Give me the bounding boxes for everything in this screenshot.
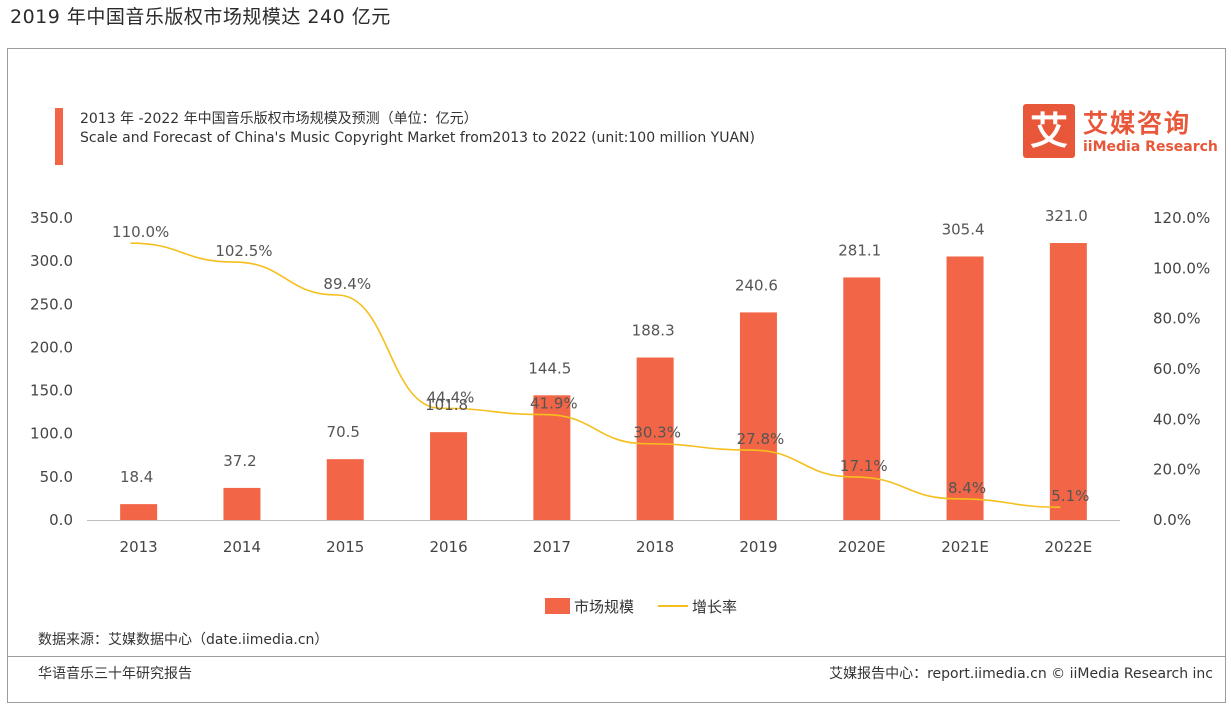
iimedia-logo: 艾 艾媒咨询 iiMedia Research <box>1023 104 1218 162</box>
bar-data-label: 188.3 <box>632 322 675 340</box>
logo-name-en: iiMedia Research <box>1083 139 1218 155</box>
x-tick-label: 2020E <box>838 538 886 556</box>
y-right-tick-label: 80.0% <box>1153 310 1201 328</box>
chart-title-en: Scale and Forecast of China's Music Copy… <box>80 130 755 146</box>
x-tick-label: 2022E <box>1045 538 1093 556</box>
y-left-tick-label: 350.0 <box>30 209 73 227</box>
footer-report-name: 华语音乐三十年研究报告 <box>38 666 192 682</box>
bar <box>739 312 777 520</box>
y-left-tick-label: 0.0 <box>49 511 73 529</box>
growth-data-label: 27.8% <box>737 430 785 448</box>
growth-rate-line <box>130 242 1061 508</box>
bar-data-label: 101.8 <box>425 396 468 414</box>
legend-line-label: 增长率 <box>692 598 737 616</box>
x-tick-label: 2017 <box>533 538 571 556</box>
bar <box>843 277 881 520</box>
bar <box>326 459 364 520</box>
x-tick-label: 2019 <box>739 538 777 556</box>
growth-data-label: 41.9% <box>530 395 578 413</box>
footer-divider <box>7 656 1226 657</box>
growth-data-label: 30.3% <box>633 424 681 442</box>
y-left-tick-label: 150.0 <box>30 382 73 400</box>
growth-data-label: 89.4% <box>323 275 371 293</box>
bar <box>223 487 261 520</box>
growth-data-label: 17.1% <box>840 457 888 475</box>
y-left-tick-label: 300.0 <box>30 252 73 270</box>
growth-data-label: 8.4% <box>948 479 986 497</box>
x-tick-label: 2021E <box>941 538 989 556</box>
footer-copyright: 艾媒报告中心：report.iimedia.cn © iiMedia Resea… <box>829 666 1213 682</box>
growth-data-label: 44.4% <box>427 388 475 406</box>
bar <box>636 357 674 520</box>
bar-data-label: 240.6 <box>735 276 778 294</box>
bar <box>946 256 984 520</box>
growth-data-label: 102.5% <box>215 242 272 260</box>
bar <box>120 504 158 520</box>
data-source: 数据来源：艾媒数据中心（date.iimedia.cn） <box>38 632 329 648</box>
legend-bar-label: 市场规模 <box>574 598 634 616</box>
bar-data-label: 281.1 <box>838 241 881 259</box>
x-tick-label: 2013 <box>120 538 158 556</box>
title-accent-bar <box>55 108 63 165</box>
page-heading: 2019 年中国音乐版权市场规模达 240 亿元 <box>10 6 391 28</box>
y-right-tick-label: 120.0% <box>1153 209 1210 227</box>
y-right-tick-label: 60.0% <box>1153 360 1201 378</box>
y-right-tick-label: 40.0% <box>1153 410 1201 428</box>
growth-data-label: 110.0% <box>112 223 169 241</box>
chart-frame <box>7 48 1226 703</box>
y-left-tick-label: 200.0 <box>30 338 73 356</box>
bar <box>430 432 468 520</box>
bar-data-label: 70.5 <box>327 423 360 441</box>
y-right-tick-label: 0.0% <box>1153 511 1191 529</box>
bar-data-label: 37.2 <box>223 452 256 470</box>
bar <box>1049 243 1087 520</box>
logo-mark-icon: 艾 <box>1023 104 1075 158</box>
y-right-tick-label: 100.0% <box>1153 259 1210 277</box>
x-tick-label: 2014 <box>223 538 261 556</box>
y-left-tick-label: 100.0 <box>30 425 73 443</box>
bar-data-label: 18.4 <box>120 468 153 486</box>
logo-name-cn: 艾媒咨询 <box>1083 109 1192 138</box>
bar-data-label: 321.0 <box>1045 207 1088 225</box>
x-tick-label: 2018 <box>636 538 674 556</box>
bar-data-label: 305.4 <box>942 220 985 238</box>
y-left-tick-label: 50.0 <box>40 468 73 486</box>
x-tick-label: 2016 <box>429 538 467 556</box>
growth-data-label: 5.1% <box>1051 487 1089 505</box>
legend-bar-swatch <box>545 598 570 614</box>
bar-data-label: 144.5 <box>528 359 571 377</box>
y-left-tick-label: 250.0 <box>30 295 73 313</box>
chart-title-cn: 2013 年 -2022 年中国音乐版权市场规模及预测（单位：亿元） <box>80 111 478 127</box>
y-right-tick-label: 20.0% <box>1153 461 1201 479</box>
x-tick-label: 2015 <box>326 538 364 556</box>
